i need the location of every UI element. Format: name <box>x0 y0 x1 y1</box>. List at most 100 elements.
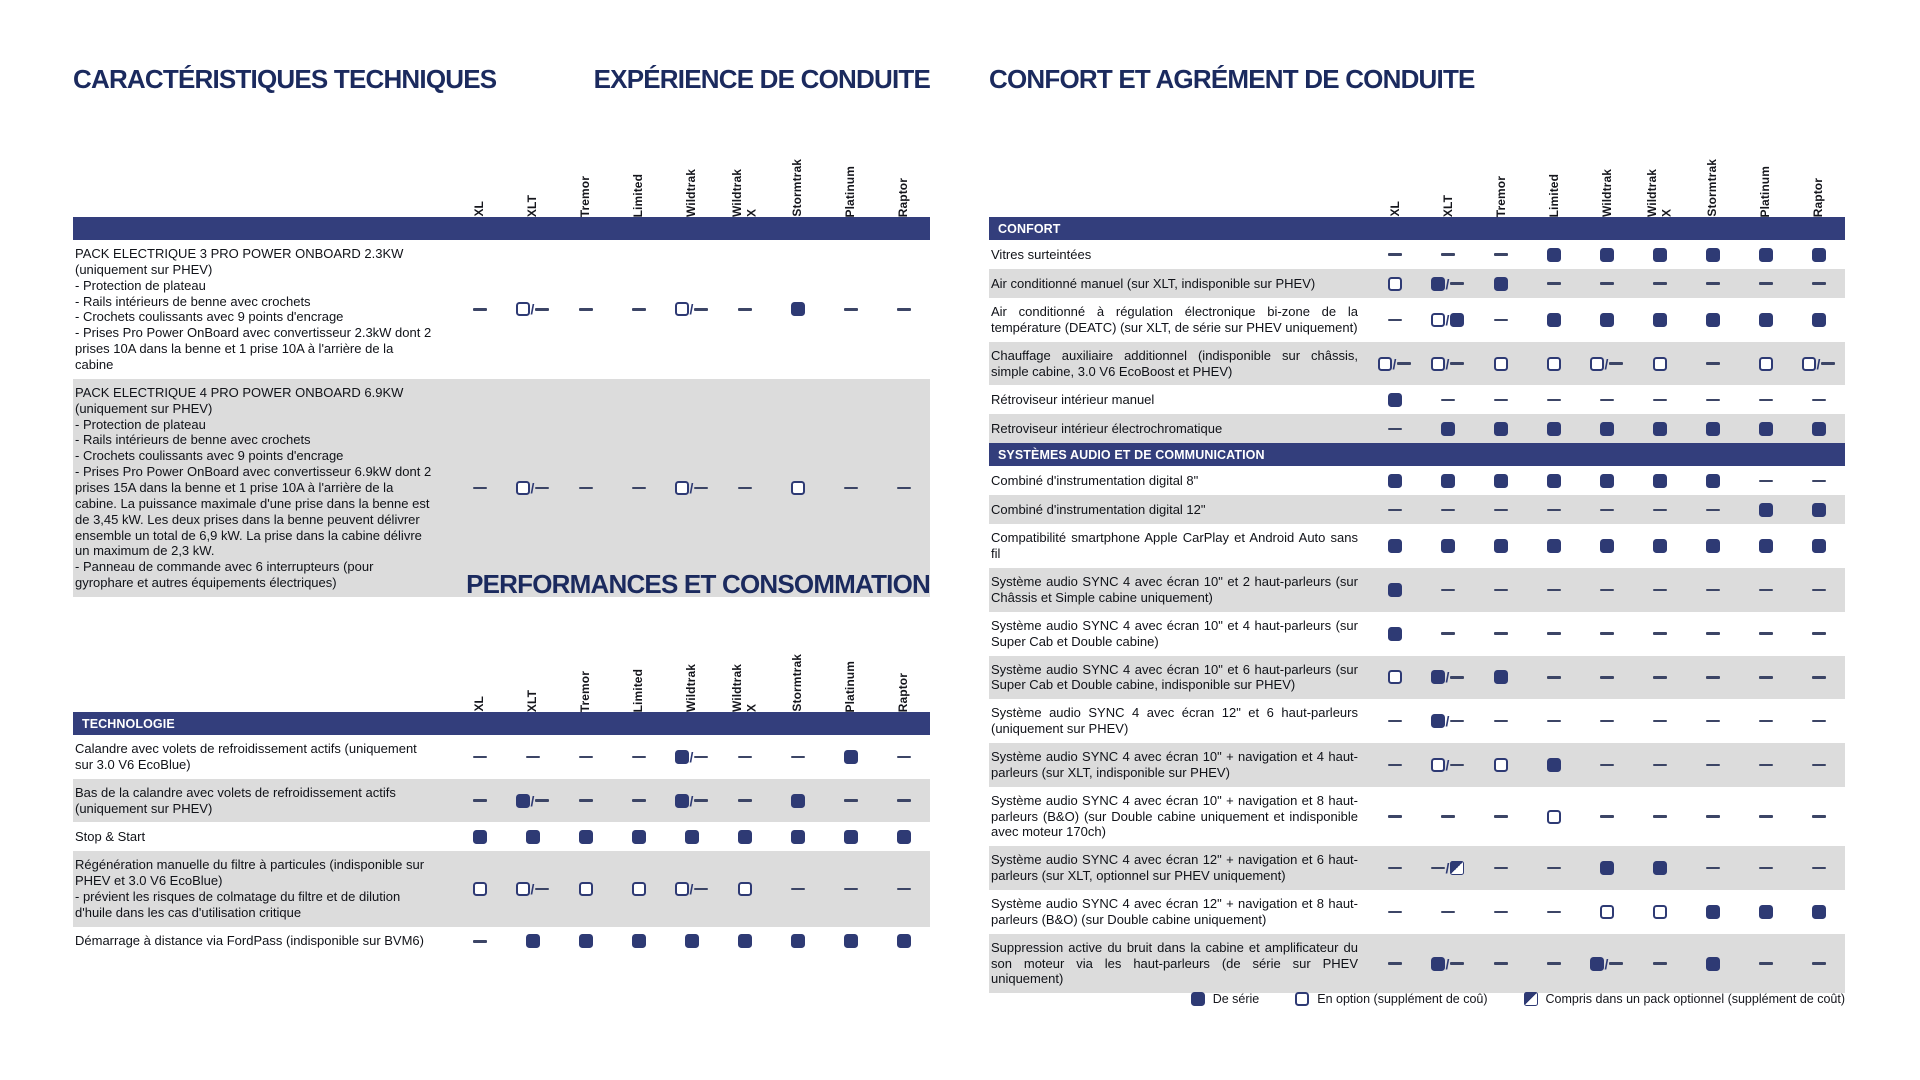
not-available-dash-icon <box>1652 815 1667 818</box>
trim-column-header: Stormtrak <box>771 624 824 712</box>
de-serie-icon <box>1546 312 1561 327</box>
spec-cells <box>1368 385 1845 414</box>
de-serie-icon <box>1546 473 1561 488</box>
legend-label: De série <box>1212 992 1260 1006</box>
spec-row: Combiné d'instrumentation digital 8" <box>989 466 1845 496</box>
cell-value <box>790 793 805 808</box>
spec-cell <box>1580 632 1633 635</box>
cell-value <box>1440 539 1455 554</box>
cell-value <box>896 934 911 949</box>
cell-value <box>737 882 752 897</box>
slash-separator: / <box>530 301 535 318</box>
spec-cell <box>1686 588 1739 592</box>
de-serie-icon <box>1430 714 1445 729</box>
en-option-icon <box>631 882 646 897</box>
spec-cell <box>559 829 612 844</box>
cell-value <box>1599 247 1614 262</box>
slash-separator: / <box>1604 355 1609 372</box>
spec-cell <box>824 887 877 891</box>
slash-separator: / <box>1392 355 1397 372</box>
de-serie-icon <box>1599 861 1614 876</box>
cell-value <box>1811 815 1826 818</box>
de-serie-icon <box>1811 502 1826 517</box>
not-available-dash-icon <box>1493 318 1508 322</box>
en-option-icon <box>1493 757 1508 772</box>
spec-row: Stop & Start <box>73 822 930 852</box>
de-serie-icon <box>1652 421 1667 436</box>
cell-value <box>1811 398 1826 402</box>
spec-row: Suppression active du bruit dans la cabi… <box>989 933 1845 994</box>
spec-cell <box>1527 962 1580 965</box>
cell-value <box>1546 962 1561 965</box>
de-serie-icon <box>1758 312 1773 327</box>
spec-cell: / <box>665 302 718 317</box>
not-available-dash-icon <box>525 755 540 759</box>
cell-value <box>1440 632 1455 635</box>
spec-cell <box>771 302 824 317</box>
cell-value <box>1705 956 1720 971</box>
feature-label: Système audio SYNC 4 avec écran 12" + na… <box>991 852 1358 884</box>
trim-column-label: Wildtrak X <box>1645 168 1674 217</box>
not-available-dash-icon <box>1546 719 1561 723</box>
not-available-dash-icon <box>1387 427 1402 431</box>
cell-value <box>1758 247 1773 262</box>
not-available-dash-icon <box>1811 815 1826 818</box>
spec-cell <box>771 793 824 808</box>
spec-cell <box>1633 719 1686 723</box>
spec-cell: / <box>1421 670 1474 685</box>
trim-column-header: Tremor <box>559 624 612 712</box>
not-available-dash-icon <box>896 308 911 311</box>
spec-cell: / <box>506 792 559 809</box>
trim-column-header: XLT <box>506 624 559 712</box>
spec-cells <box>1368 414 1845 443</box>
en-option-icon <box>472 882 487 897</box>
not-available-dash-icon <box>1599 815 1614 818</box>
spec-cells <box>1368 240 1845 269</box>
cell-value <box>1387 626 1402 641</box>
en-option-icon <box>1652 904 1667 919</box>
not-available-dash-icon <box>1811 479 1826 483</box>
cell-value <box>737 755 752 759</box>
slash-separator: / <box>1445 311 1450 328</box>
trim-column-label: Stormtrak <box>790 654 805 712</box>
spec-cell <box>1686 866 1739 870</box>
not-available-dash-icon <box>1493 719 1508 723</box>
spec-cell <box>612 882 665 897</box>
not-available-dash-icon <box>1705 362 1720 365</box>
not-available-dash-icon <box>1811 719 1826 723</box>
cell-value <box>1493 910 1508 914</box>
cell-value <box>472 486 487 490</box>
spec-cell <box>1368 392 1421 407</box>
slash-separator: / <box>530 792 535 809</box>
cell-value: / <box>1801 356 1836 371</box>
feature-label: Système audio SYNC 4 avec écran 10" et 6… <box>991 661 1358 693</box>
trim-column-label: Tremor <box>1493 175 1508 217</box>
spec-cell <box>453 829 506 844</box>
not-available-dash-icon <box>1758 815 1773 818</box>
not-available-dash-icon <box>1705 719 1720 723</box>
spec-row: Compatibilité smartphone Apple CarPlay e… <box>989 524 1845 569</box>
cell-value <box>631 829 646 844</box>
not-available-dash-icon <box>1652 676 1667 679</box>
spec-cell <box>771 934 824 949</box>
not-available-dash-icon <box>694 799 709 802</box>
trim-column-header: Platinum <box>824 624 877 712</box>
cell-value <box>1546 757 1561 772</box>
spec-cell <box>1474 276 1527 291</box>
cell-value <box>1758 719 1773 723</box>
spec-cell <box>1527 676 1580 679</box>
not-available-dash-icon <box>896 799 911 802</box>
cell-value <box>1387 583 1402 598</box>
de-serie-icon <box>1546 757 1561 772</box>
spec-cell <box>877 799 930 802</box>
de-serie-icon <box>1811 904 1826 919</box>
spec-row: Système audio SYNC 4 avec écran 10" et 4… <box>989 611 1845 656</box>
spec-cells: / / <box>453 240 930 379</box>
cell-value <box>1546 632 1561 635</box>
cell-value <box>684 829 699 844</box>
not-available-dash-icon <box>1546 282 1561 285</box>
cell-value <box>1758 866 1773 870</box>
feature-label: Démarrage à distance via FordPass (indis… <box>75 933 424 949</box>
cell-value <box>1599 815 1614 818</box>
spec-cell: / <box>1580 956 1633 971</box>
